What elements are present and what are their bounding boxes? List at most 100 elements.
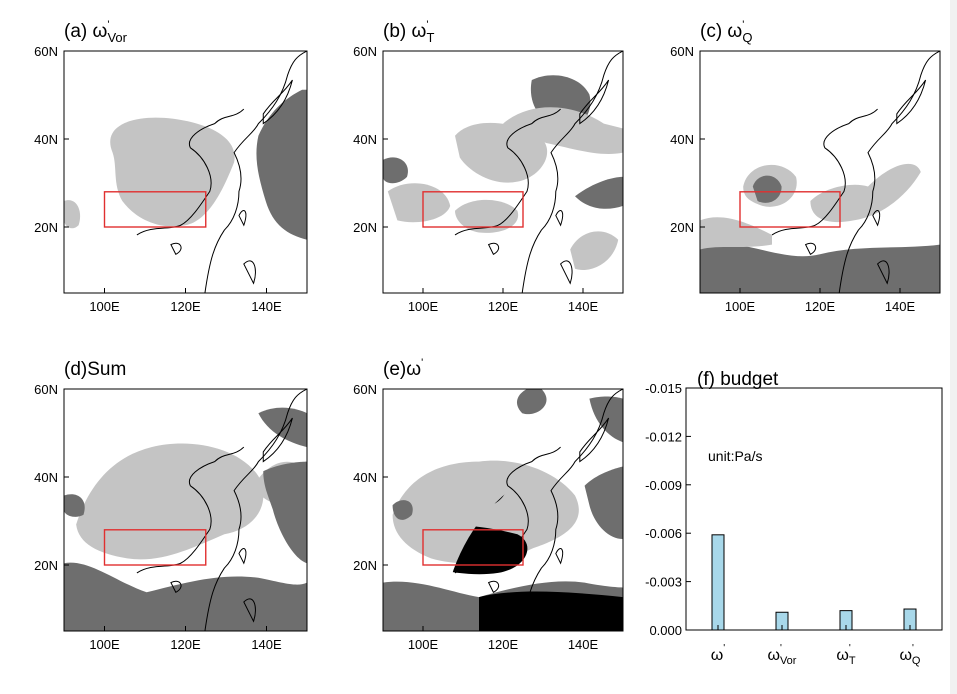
lon-tick-label: 140E	[885, 299, 916, 314]
lat-tick-label: 60N	[34, 382, 58, 397]
dark-shade-region	[516, 389, 547, 415]
budget-bar-chart: (f) budget unit:Pa/s -0.015 -0.012 -0.009 -…	[645, 369, 943, 667]
island-outline	[239, 549, 246, 564]
coastline	[137, 109, 244, 235]
lat-tick-label: 40N	[34, 132, 58, 147]
map-panel-5: 60N 40N 20N 100E 120E 140E (e)ω'	[353, 357, 624, 652]
map-panel-3: 60N 40N 20N 100E 120E 140E (c) ω' Q	[670, 19, 941, 314]
coastline	[522, 51, 623, 293]
panel-title-text: (d)Sum	[64, 359, 126, 380]
x-label-prime: '	[780, 643, 782, 654]
coastline	[772, 109, 878, 235]
x-label-subscript: Q	[912, 655, 921, 667]
island-outline	[489, 243, 499, 254]
x-label-subscript: T	[849, 655, 856, 667]
island-outline	[171, 581, 181, 592]
prime-mark: '	[426, 19, 428, 31]
x-label-subscript: Vor	[780, 655, 797, 667]
coastline	[137, 447, 244, 573]
study-region-box	[103, 529, 207, 566]
coastline	[205, 51, 307, 293]
study-region-box	[739, 191, 841, 228]
island-outline	[580, 80, 609, 124]
lon-tick-label: 120E	[488, 637, 519, 652]
light-shade-region	[64, 200, 81, 229]
island-outline	[561, 261, 572, 283]
panel-title: (c) ω' Q	[700, 19, 753, 45]
lon-tick-label: 100E	[725, 299, 756, 314]
light-shade-region	[700, 217, 772, 250]
dark-shade-region	[584, 466, 623, 540]
budget-y-tick-label: -0.003	[645, 575, 682, 590]
island-outline	[878, 261, 889, 283]
lon-tick-label: 100E	[408, 637, 439, 652]
map-field	[383, 389, 623, 631]
light-shade-region	[387, 183, 451, 223]
significance-stipple	[479, 591, 623, 631]
lat-tick-label: 60N	[670, 44, 694, 59]
island-outline	[897, 80, 926, 124]
budget-x-tick-label: ω' T	[836, 643, 855, 667]
lon-tick-label: 120E	[488, 299, 519, 314]
budget-x-tick-label: ω' Vor	[768, 643, 797, 667]
light-shade-region	[455, 199, 519, 233]
panel-title-text: (e)ω	[383, 359, 421, 380]
panel-title-subscript: T	[426, 30, 434, 45]
contour-line	[436, 482, 518, 510]
lat-tick-label: 60N	[353, 44, 377, 59]
x-label-prime: '	[849, 643, 851, 654]
lon-tick-label: 140E	[251, 637, 282, 652]
budget-y-tick-label: -0.006	[645, 526, 682, 541]
lat-tick-label: 20N	[34, 558, 58, 573]
prime-mark: '	[107, 19, 109, 31]
lat-tick-label: 20N	[353, 220, 377, 235]
map-panel-1: 60N 40N 20N 100E 120E 140E (a) ω' Vor	[34, 19, 308, 314]
x-label-prime: '	[723, 643, 725, 654]
map-field	[64, 51, 307, 293]
light-shade-region	[503, 107, 623, 154]
unit-annotation: unit:Pa/s	[708, 448, 762, 464]
dark-shade-region	[392, 500, 413, 520]
contour-line	[137, 131, 211, 197]
contour-line	[523, 201, 556, 288]
x-label-base: ω	[836, 647, 849, 664]
coastline	[522, 389, 623, 631]
window-edge	[950, 0, 957, 694]
dark-shade-region	[64, 562, 307, 631]
significance-stipple	[402, 525, 528, 575]
coastline	[455, 447, 561, 573]
coastline	[455, 109, 561, 235]
map-field	[64, 389, 307, 631]
lat-tick-label: 40N	[353, 470, 377, 485]
dark-shade-region	[64, 494, 85, 517]
lon-tick-label: 140E	[568, 637, 599, 652]
dark-shade-region	[263, 461, 307, 564]
coastline	[839, 51, 940, 293]
contour-line	[69, 51, 191, 104]
map-field	[383, 51, 623, 293]
budget-bar	[711, 534, 725, 631]
map-panel-2: 60N 40N 20N 100E 120E 140E (b) ω' T	[353, 19, 624, 314]
lat-tick-label: 40N	[670, 132, 694, 147]
x-label-prime: '	[912, 643, 914, 654]
lon-tick-label: 100E	[89, 637, 120, 652]
island-outline	[580, 418, 609, 462]
lat-tick-label: 20N	[34, 220, 58, 235]
x-label-base: ω	[711, 647, 724, 664]
lat-tick-label: 20N	[670, 220, 694, 235]
light-shade-region	[110, 117, 235, 227]
budget-title: (f) budget	[697, 369, 779, 390]
map-panel-4: 60N 40N 20N 100E 120E 140E (d)Sum	[34, 359, 308, 652]
contour-line	[705, 147, 940, 176]
lon-tick-label: 100E	[89, 299, 120, 314]
significance-stipple	[423, 454, 508, 510]
lon-tick-label: 120E	[805, 299, 836, 314]
lat-tick-label: 20N	[353, 558, 377, 573]
lon-tick-label: 140E	[568, 299, 599, 314]
island-outline	[244, 261, 256, 283]
budget-x-tick-label: ω' Q	[900, 643, 921, 667]
dark-shade-region	[256, 89, 307, 240]
map-field	[700, 51, 940, 293]
study-region-box	[422, 191, 524, 228]
island-outline	[263, 80, 292, 124]
